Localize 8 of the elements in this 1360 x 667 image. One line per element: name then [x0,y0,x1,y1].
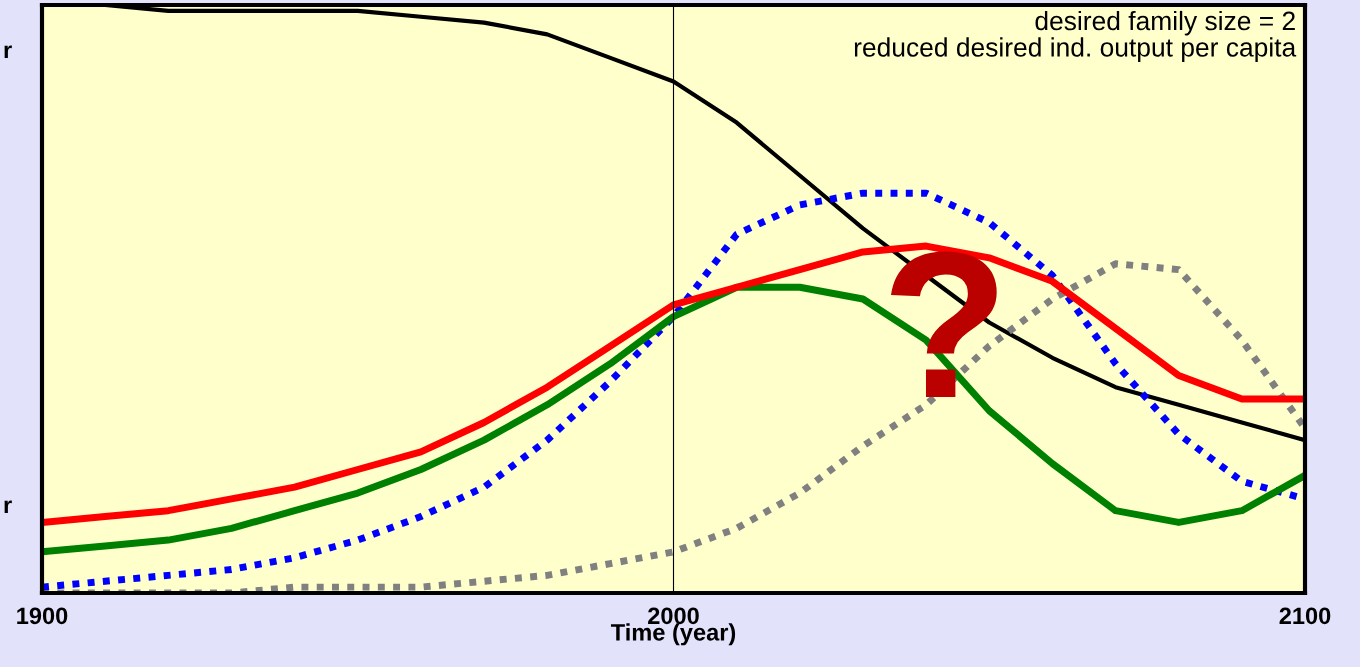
annotation: desired family size = 2 [1035,10,1295,36]
annotation: reduced desired ind. output per capita [854,37,1297,62]
x-axis-title: Time (year) [610,623,736,646]
x-tick-label: 2100 [1279,607,1331,625]
x-tick-label: 2000 [648,607,699,625]
x-tick-label: 1900 [17,607,68,625]
text: r [4,500,12,514]
text: r [4,45,12,59]
